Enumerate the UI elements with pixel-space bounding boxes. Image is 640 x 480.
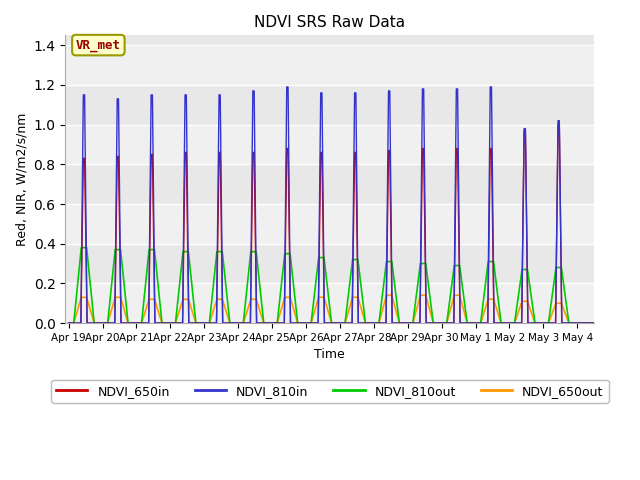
Y-axis label: Red, NIR, W/m2/s/nm: Red, NIR, W/m2/s/nm [15,112,28,246]
Bar [65,283,595,323]
X-axis label: Time: Time [314,348,345,361]
Bar [65,45,595,85]
Legend: NDVI_650in, NDVI_810in, NDVI_810out, NDVI_650out: NDVI_650in, NDVI_810in, NDVI_810out, NDV… [51,380,609,403]
Bar [65,244,595,283]
Bar [65,164,595,204]
Bar [65,125,595,164]
Bar [65,204,595,244]
Text: VR_met: VR_met [76,38,121,51]
Bar [65,85,595,125]
Title: NDVI SRS Raw Data: NDVI SRS Raw Data [254,15,405,30]
